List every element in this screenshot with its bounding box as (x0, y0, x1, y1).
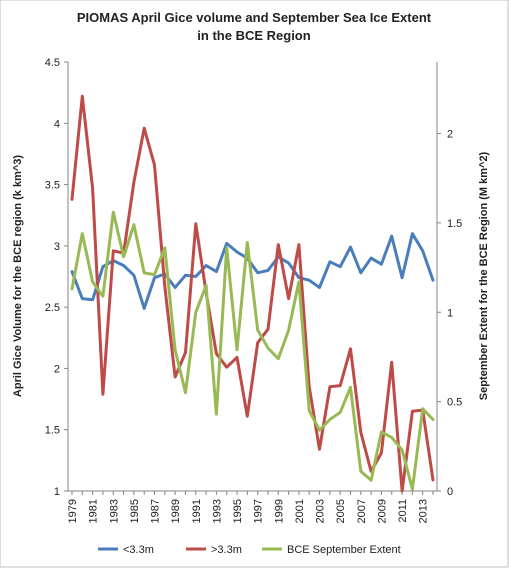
x-tick-label: 2007 (356, 499, 368, 523)
y-right-tick-label: 0.5 (447, 397, 462, 409)
legend-label-2: BCE September Extent (287, 544, 401, 556)
x-tick-label: 2001 (294, 499, 306, 523)
y-left-tick-label: 1.5 (45, 425, 60, 437)
legend-label-0: <3.3m (123, 544, 154, 556)
y-left-tick-label: 3.5 (45, 180, 60, 192)
x-tick-label: 2005 (335, 499, 347, 523)
x-tick-label: 1991 (191, 499, 203, 523)
x-tick-label: 1995 (232, 499, 244, 523)
chart-title-line1: PIOMAS April Gice volume and September S… (77, 10, 432, 25)
y-right-tick-label: 0 (447, 486, 453, 498)
x-tick-label: 1983 (108, 499, 120, 523)
y-axis-right-title: September Extent for the BCE Region (M k… (478, 151, 490, 400)
x-tick-label: 2011 (397, 499, 409, 523)
y-left-tick-label: 4 (54, 118, 60, 130)
series-line-0 (70, 232, 435, 310)
y-right-tick-label: 1.5 (447, 218, 462, 230)
y-axis-left-title: April Gice Volume for the BCE region (k … (12, 155, 24, 397)
x-tick-label: 1985 (129, 499, 141, 523)
series-line-2 (70, 210, 435, 491)
x-tick-label: 1981 (88, 499, 100, 523)
chart-title-line2: in the BCE Region (197, 28, 310, 43)
y-right-tick-label: 1 (447, 307, 453, 319)
x-tick-label: 2013 (418, 499, 430, 523)
x-tick-label: 1987 (150, 499, 162, 523)
y-left-tick-label: 4.5 (45, 57, 60, 69)
x-tick-label: 1999 (273, 499, 285, 523)
x-tick-label: 1997 (253, 499, 265, 523)
y-left-tick-label: 3 (54, 241, 60, 253)
x-tick-label: 1989 (170, 499, 182, 523)
y-left-tick-label: 2.5 (45, 302, 60, 314)
y-left-tick-label: 1 (54, 486, 60, 498)
y-right-tick-label: 2 (447, 129, 453, 141)
legend: <3.3m >3.3m BCE September Extent (98, 544, 401, 556)
x-tick-label: 1993 (211, 499, 223, 523)
legend-label-1: >3.3m (211, 544, 242, 556)
x-tick-label: 1979 (67, 499, 79, 523)
x-tick-label: 2009 (376, 499, 388, 523)
x-tick-label: 2003 (315, 499, 327, 523)
y-left-tick-label: 2 (54, 363, 60, 375)
plot-area: 1 1.5 2 2.5 3 3.5 4 4.5 0 0.5 1 1.5 2 1979 1981 1983 198… (45, 57, 463, 523)
